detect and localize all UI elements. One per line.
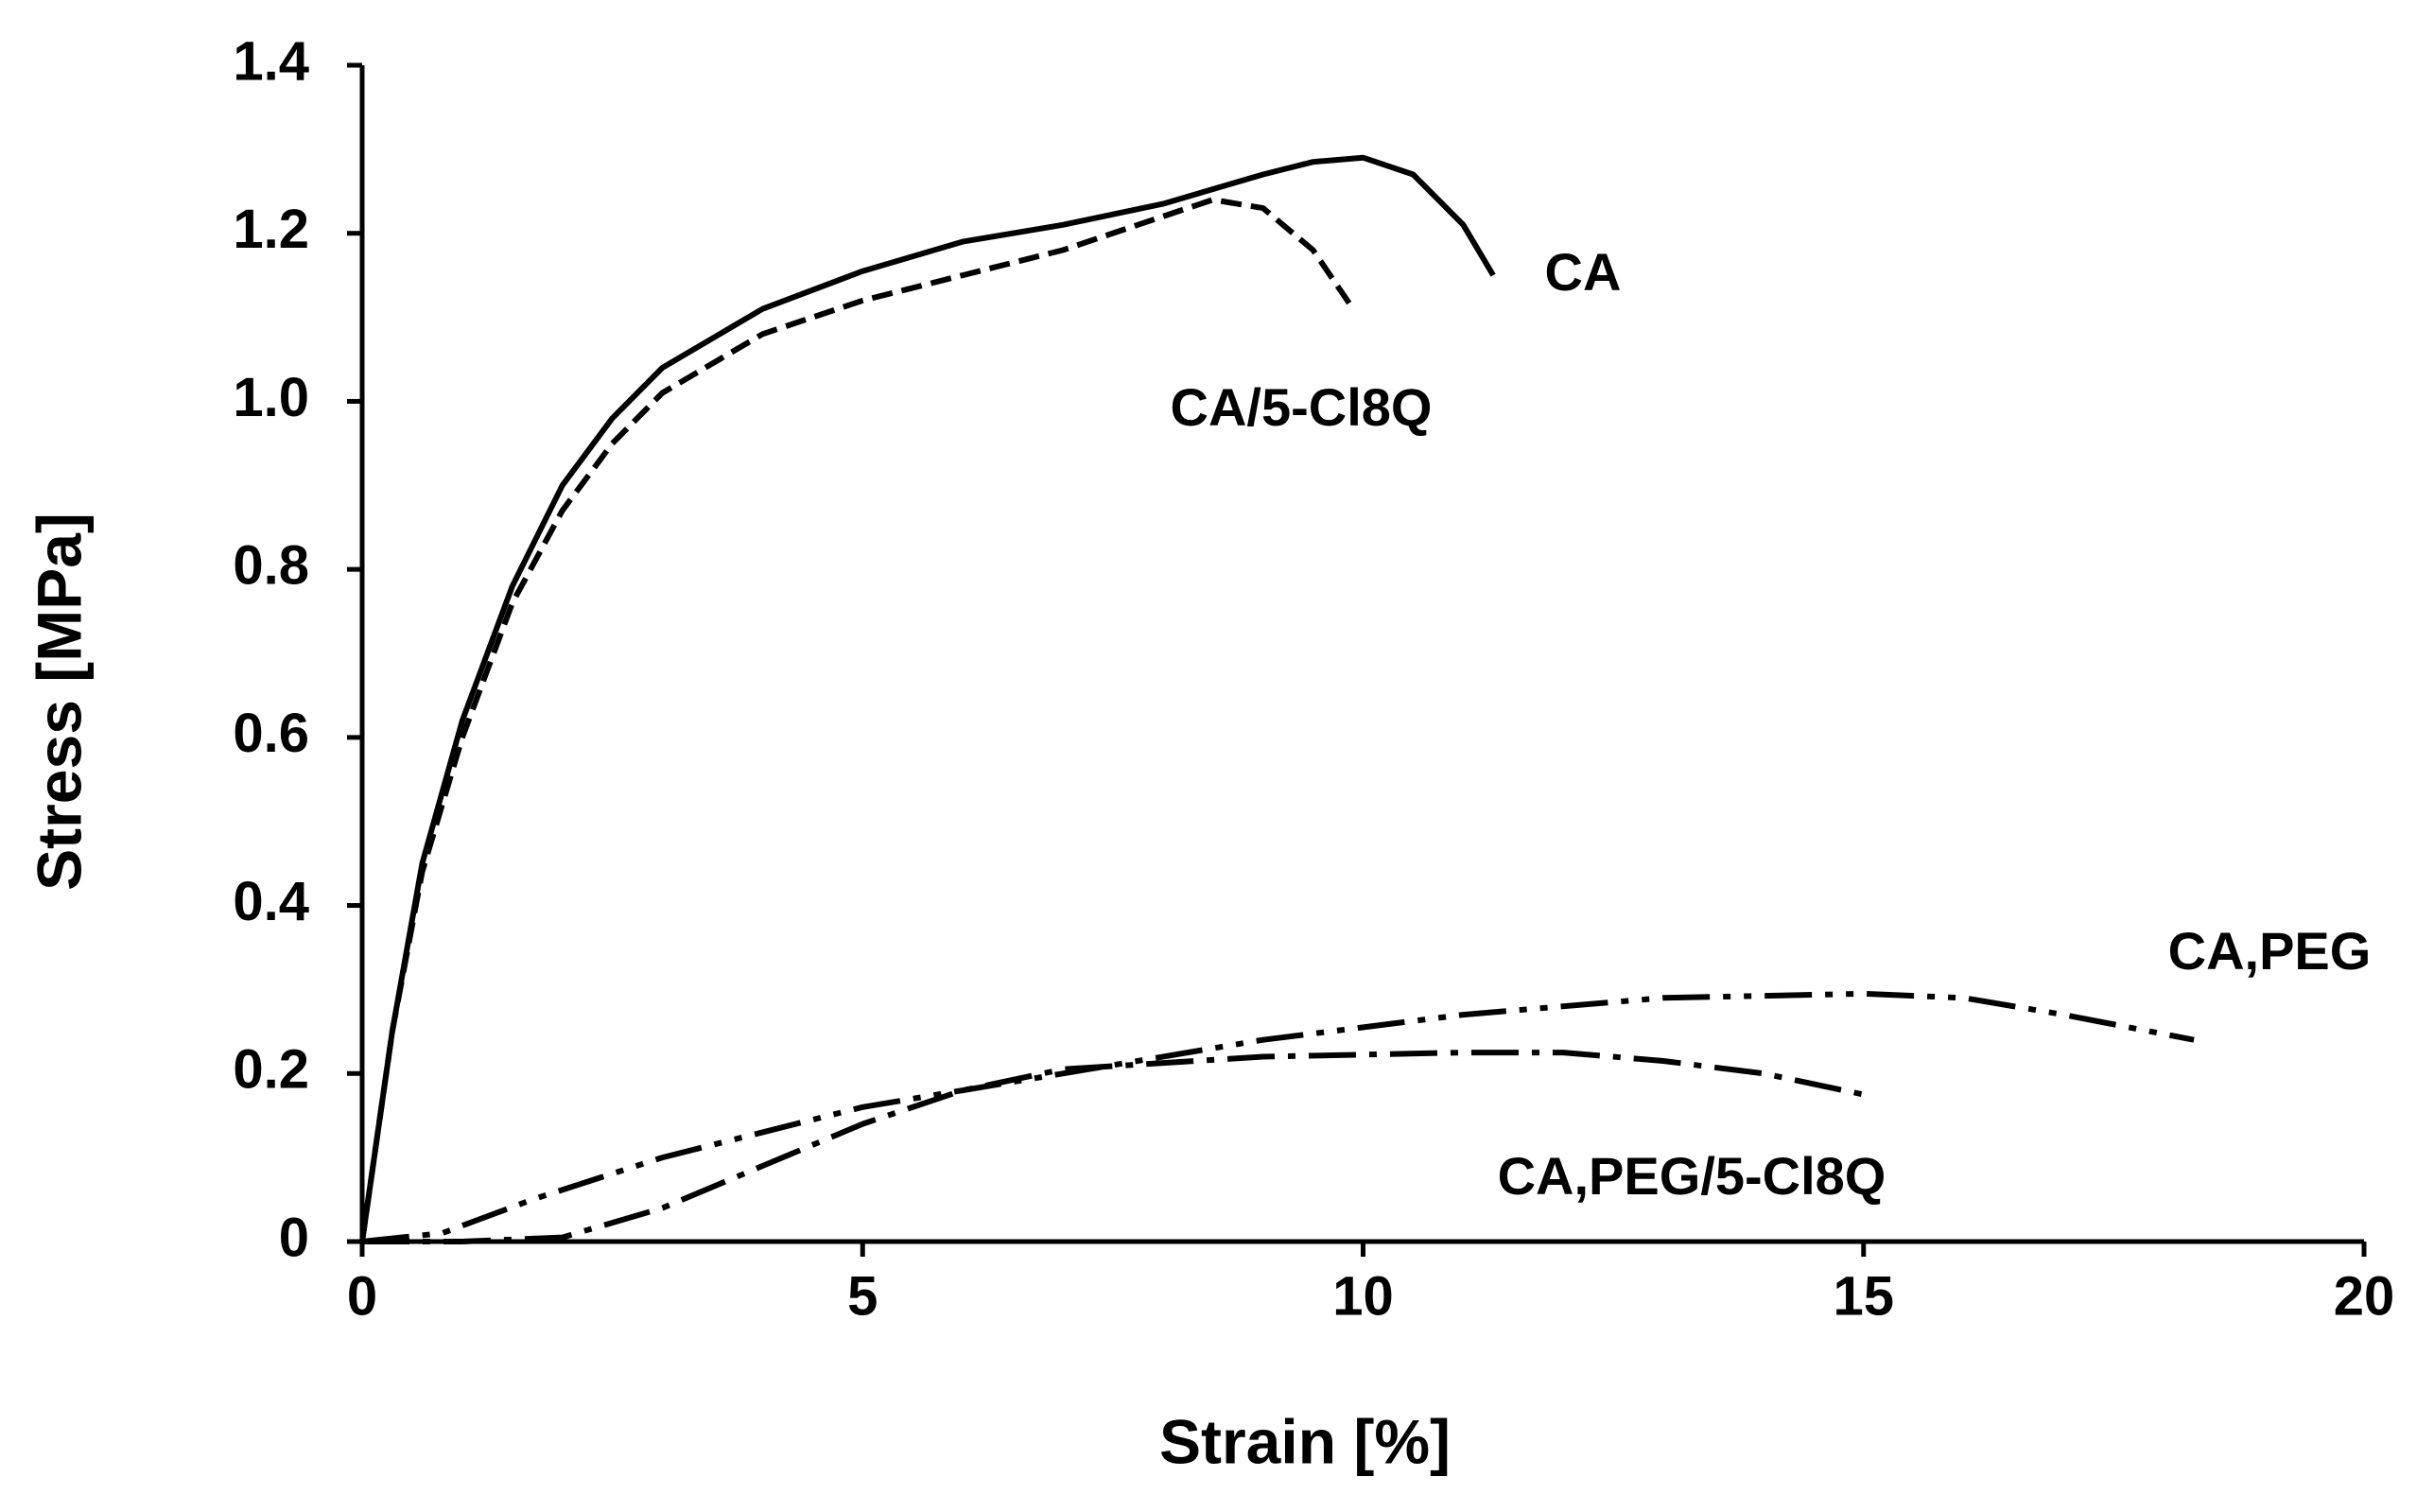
series-label: CA bbox=[1545, 242, 1622, 302]
series-line bbox=[359, 154, 1496, 1243]
x-tick-label: 0 bbox=[347, 1265, 377, 1327]
y-tick-label: 0.4 bbox=[233, 871, 309, 932]
y-tick-label: 1.2 bbox=[233, 199, 309, 260]
series-line bbox=[362, 1050, 1865, 1244]
series-line bbox=[361, 990, 2195, 1244]
x-tick-label: 15 bbox=[1833, 1265, 1894, 1327]
y-tick-label: 0 bbox=[279, 1207, 309, 1268]
series-label: CA,PEG bbox=[2168, 921, 2372, 981]
series-line bbox=[359, 197, 1356, 1243]
series-label: CA,PEG/5-Cl8Q bbox=[1498, 1146, 1886, 1206]
x-axis-title: Strain [%] bbox=[1159, 1406, 1451, 1476]
y-tick-label: 0.2 bbox=[233, 1039, 309, 1101]
x-tick-label: 20 bbox=[2334, 1265, 2395, 1327]
x-tick-label: 5 bbox=[847, 1265, 878, 1327]
series-label: CA/5-Cl8Q bbox=[1171, 377, 1433, 437]
x-tick-label: 10 bbox=[1332, 1265, 1394, 1327]
y-tick-label: 1.4 bbox=[233, 30, 309, 92]
y-tick-label: 1.0 bbox=[233, 367, 309, 428]
y-tick-label: 0.8 bbox=[233, 534, 309, 596]
y-tick-label: 0.6 bbox=[233, 703, 309, 764]
y-axis-title: Stress [MPa] bbox=[24, 513, 94, 891]
